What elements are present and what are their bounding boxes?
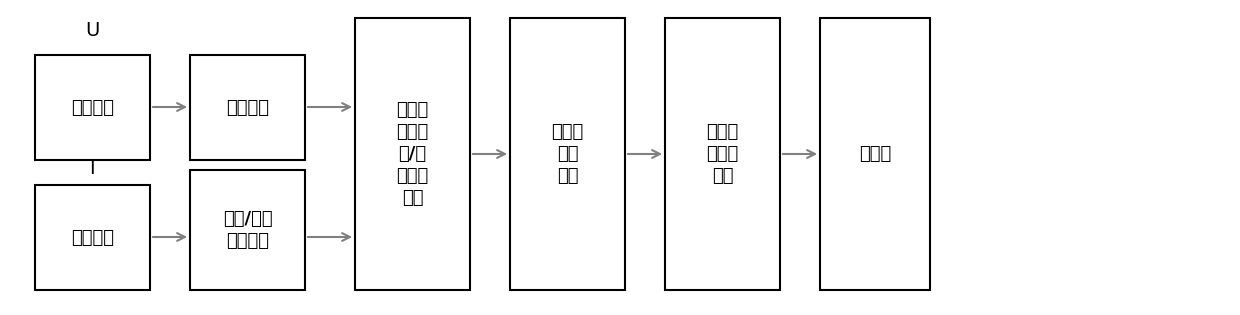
FancyBboxPatch shape — [355, 18, 470, 290]
Text: 电流/电压
转换电路: 电流/电压 转换电路 — [223, 210, 273, 250]
Text: I: I — [89, 158, 94, 177]
FancyBboxPatch shape — [820, 18, 930, 290]
FancyBboxPatch shape — [190, 170, 305, 290]
Text: 分压电路: 分压电路 — [226, 99, 269, 117]
FancyBboxPatch shape — [665, 18, 780, 290]
FancyBboxPatch shape — [190, 55, 305, 160]
Text: 电流信号: 电流信号 — [71, 228, 114, 247]
Text: 强弱电
隔离电
路/前
置放大
电路: 强弱电 隔离电 路/前 置放大 电路 — [397, 100, 429, 207]
FancyBboxPatch shape — [35, 55, 150, 160]
Text: 抗混叠
滤波
电路: 抗混叠 滤波 电路 — [552, 123, 584, 185]
FancyBboxPatch shape — [35, 185, 150, 290]
Text: 同步模
数转换
电路: 同步模 数转换 电路 — [707, 123, 739, 185]
Text: 计算机: 计算机 — [859, 145, 892, 163]
Text: U: U — [84, 20, 99, 39]
Text: 电压信号: 电压信号 — [71, 99, 114, 117]
FancyBboxPatch shape — [510, 18, 625, 290]
